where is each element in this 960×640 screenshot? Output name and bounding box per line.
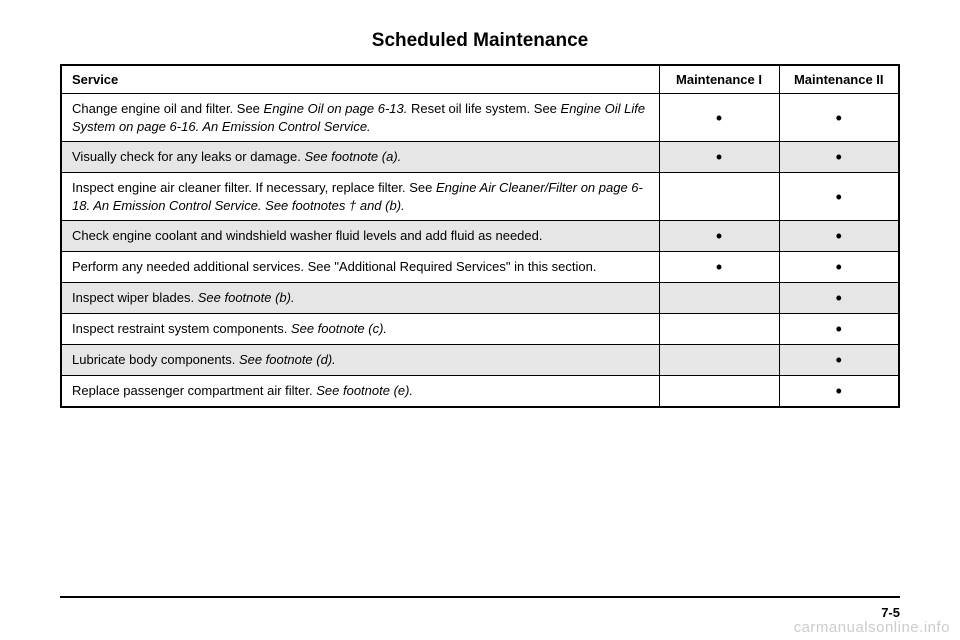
maintenance-2-cell: • <box>779 283 899 314</box>
table-row: Change engine oil and filter. See Engine… <box>61 94 899 142</box>
maintenance-2-cell: • <box>779 252 899 283</box>
table-row: Perform any needed additional services. … <box>61 252 899 283</box>
maintenance-2-cell: • <box>779 314 899 345</box>
header-service: Service <box>61 65 659 94</box>
maintenance-1-cell <box>659 376 779 408</box>
maintenance-1-cell <box>659 283 779 314</box>
maintenance-2-cell: • <box>779 376 899 408</box>
table-row: Inspect engine air cleaner filter. If ne… <box>61 173 899 221</box>
table-body: Change engine oil and filter. See Engine… <box>61 94 899 408</box>
table-row: Check engine coolant and windshield wash… <box>61 221 899 252</box>
maintenance-1-cell: • <box>659 252 779 283</box>
maintenance-1-cell: • <box>659 94 779 142</box>
page-container: Scheduled Maintenance Service Maintenanc… <box>0 0 960 640</box>
maintenance-1-cell <box>659 314 779 345</box>
page-title: Scheduled Maintenance <box>60 30 900 52</box>
maintenance-1-cell: • <box>659 221 779 252</box>
service-cell: Inspect wiper blades. See footnote (b). <box>61 283 659 314</box>
maintenance-2-cell: • <box>779 94 899 142</box>
table-row: Inspect wiper blades. See footnote (b). • <box>61 283 899 314</box>
header-maintenance-2: Maintenance II <box>779 65 899 94</box>
service-cell: Perform any needed additional services. … <box>61 252 659 283</box>
maintenance-1-cell: • <box>659 142 779 173</box>
table-row: Inspect restraint system components. See… <box>61 314 899 345</box>
footer-divider <box>60 596 900 598</box>
maintenance-1-cell <box>659 345 779 376</box>
table-row: Replace passenger compartment air filter… <box>61 376 899 408</box>
service-cell: Replace passenger compartment air filter… <box>61 376 659 408</box>
maintenance-2-cell: • <box>779 345 899 376</box>
maintenance-2-cell: • <box>779 142 899 173</box>
service-cell: Change engine oil and filter. See Engine… <box>61 94 659 142</box>
service-cell: Lubricate body components. See footnote … <box>61 345 659 376</box>
header-maintenance-1: Maintenance I <box>659 65 779 94</box>
table-header-row: Service Maintenance I Maintenance II <box>61 65 899 94</box>
service-cell: Visually check for any leaks or damage. … <box>61 142 659 173</box>
table-row: Visually check for any leaks or damage. … <box>61 142 899 173</box>
service-cell: Check engine coolant and windshield wash… <box>61 221 659 252</box>
maintenance-2-cell: • <box>779 221 899 252</box>
maintenance-1-cell <box>659 173 779 221</box>
maintenance-table: Service Maintenance I Maintenance II Cha… <box>60 64 900 408</box>
maintenance-2-cell: • <box>779 173 899 221</box>
table-row: Lubricate body components. See footnote … <box>61 345 899 376</box>
watermark-text: carmanualsonline.info <box>794 619 950 636</box>
service-cell: Inspect engine air cleaner filter. If ne… <box>61 173 659 221</box>
service-cell: Inspect restraint system components. See… <box>61 314 659 345</box>
page-number: 7-5 <box>881 605 900 620</box>
